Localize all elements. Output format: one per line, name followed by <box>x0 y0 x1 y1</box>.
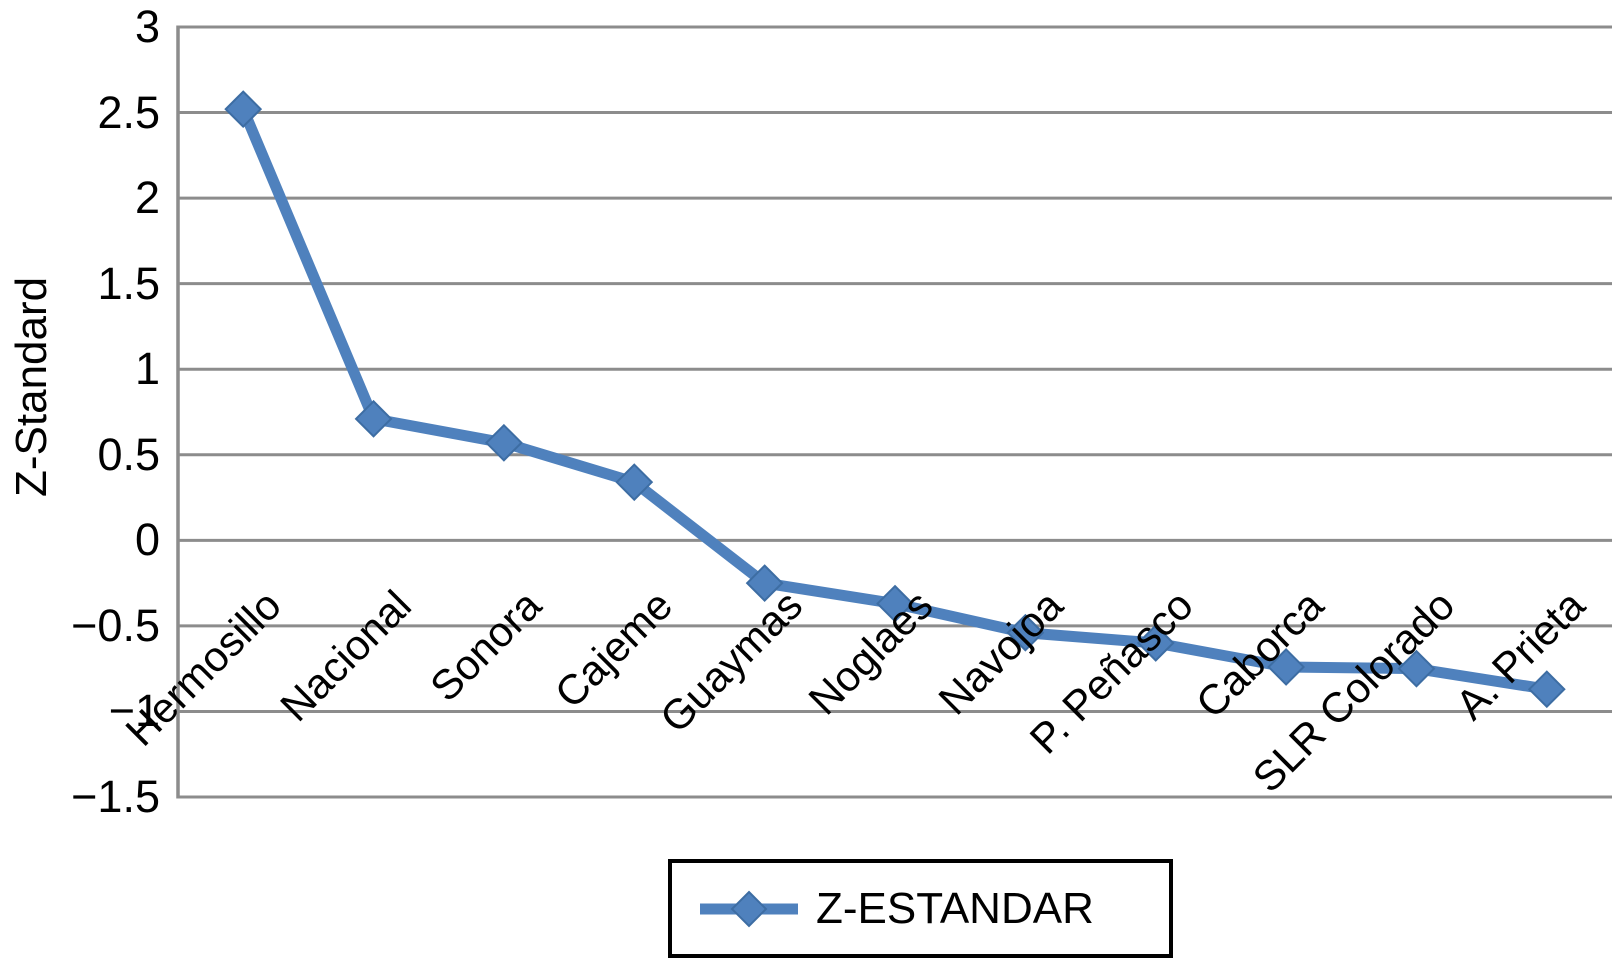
data-point-marker-a-prieta <box>1527 670 1566 709</box>
data-point-marker-navojoa <box>1006 613 1045 652</box>
legend-diamond-icon <box>730 890 768 927</box>
y-tick-label-0m5: 0.5 <box>97 428 160 480</box>
data-point-marker-nacional <box>354 399 393 438</box>
legend: Z-ESTANDAR <box>668 859 1173 958</box>
y-tick-label-2: 2 <box>134 172 160 224</box>
data-point-marker-sonora <box>484 423 523 462</box>
y-axis-title: Z-Standard <box>7 276 56 497</box>
data-point-marker-cajeme <box>615 463 654 502</box>
y-tick-label-1m5: 1.5 <box>97 257 160 309</box>
data-point-marker-noglaes <box>876 584 914 623</box>
y-tick-label-0: 0 <box>134 514 160 566</box>
y-tick-label-m0-5: −0.5 <box>71 599 160 651</box>
y-tick-label-2m5: 2.5 <box>97 86 160 138</box>
y-tick-label-3: 3 <box>134 1 160 52</box>
legend-label: Z-ESTANDAR <box>816 883 1094 933</box>
data-point-marker-slr-colorado <box>1397 649 1436 688</box>
y-tick-label-m1-5: −1.5 <box>71 771 160 822</box>
legend-series-marker-icon <box>700 890 798 927</box>
data-point-marker-caborca <box>1267 648 1306 686</box>
y-tick-label-1: 1 <box>134 343 160 395</box>
data-point-marker-hermosillo <box>224 90 263 129</box>
data-point-marker-guaymas <box>745 564 784 603</box>
y-tick-label-m1: −1 <box>108 685 160 737</box>
data-point-marker-p-penasco <box>1136 624 1175 662</box>
